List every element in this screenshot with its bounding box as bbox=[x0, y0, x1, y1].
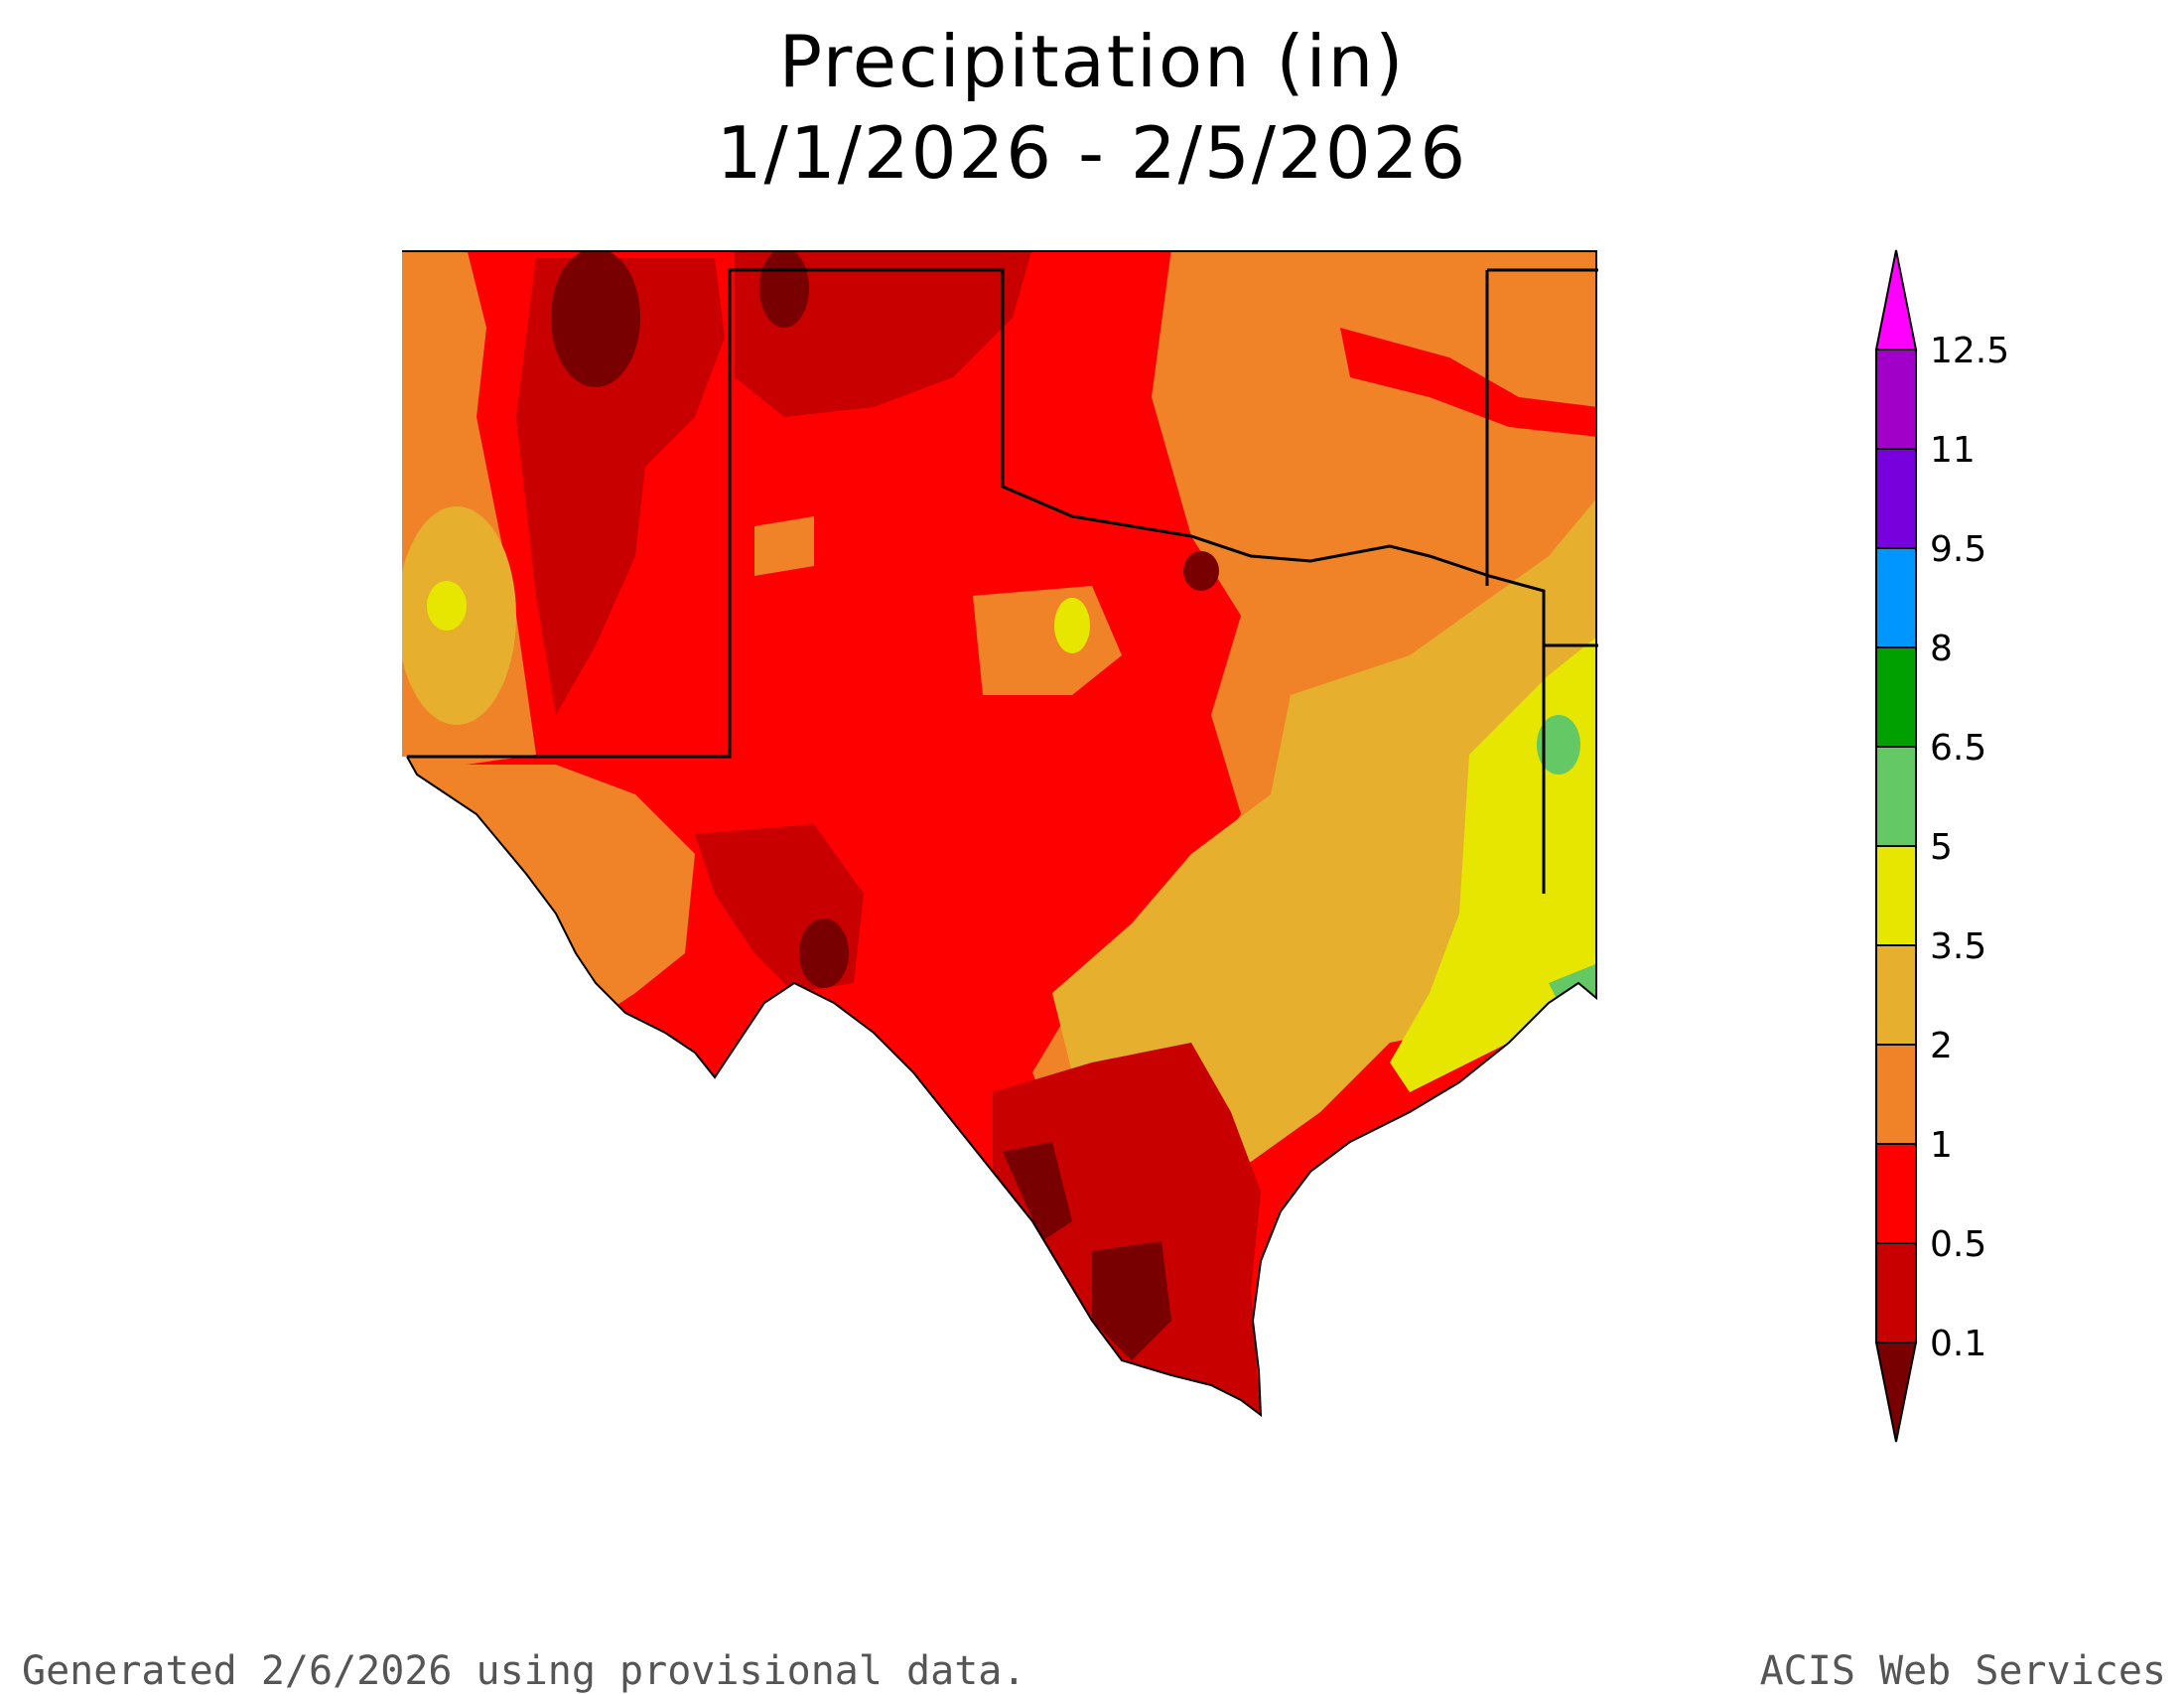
legend-swatch bbox=[1875, 1242, 1917, 1343]
legend-tick-label: 9.5 bbox=[1930, 529, 1986, 570]
legend-swatch bbox=[1875, 448, 1917, 549]
region-5-6-5in-sabine bbox=[1537, 715, 1580, 775]
legend-tick-label: 0.5 bbox=[1930, 1224, 1986, 1265]
source-credit: ACIS Web Services bbox=[1759, 1648, 2166, 1694]
legend-swatch bbox=[1875, 349, 1917, 450]
date-range-subtitle: 1/1/2026 - 2/5/2026 bbox=[716, 111, 1468, 195]
legend-swatch bbox=[1875, 547, 1917, 648]
legend-arrow-top bbox=[1874, 249, 1918, 351]
boundaries bbox=[402, 250, 1598, 1418]
generated-note: Generated 2/6/2026 using provisional dat… bbox=[22, 1648, 1026, 1694]
region-3-5-5in-west bbox=[427, 581, 467, 631]
region-lt-0-1in-bigbend bbox=[799, 918, 849, 988]
legend-tick-label: 2 bbox=[1930, 1026, 1953, 1066]
texas-coastline bbox=[402, 250, 1597, 1418]
legend-tick-label: 12.5 bbox=[1930, 331, 2009, 371]
legend-tick-label: 11 bbox=[1930, 430, 1976, 471]
legend-tick-label: 3.5 bbox=[1930, 926, 1986, 967]
legend-tick-label: 5 bbox=[1930, 827, 1953, 868]
legend-tick-label: 0.1 bbox=[1930, 1324, 1986, 1364]
legend-arrow-bottom bbox=[1874, 1341, 1918, 1443]
region-lt-0-1in-nm bbox=[551, 251, 640, 387]
region-1-2in-south-plains bbox=[754, 516, 814, 576]
legend-tick-label: 1 bbox=[1930, 1125, 1953, 1166]
state-borders bbox=[407, 268, 1546, 894]
region-0-5-1in-ne bbox=[1340, 328, 1596, 437]
legend-swatch bbox=[1875, 646, 1917, 748]
region-lt-0-1in-panhandle bbox=[759, 251, 809, 328]
region-0-1-0-5in-panhandle bbox=[735, 251, 1032, 417]
region-lt-0-1in-rio-grande bbox=[1003, 1142, 1072, 1241]
legend-tick-label: 6.5 bbox=[1930, 728, 1986, 769]
region-3-5-5in-central bbox=[1054, 598, 1090, 653]
legend-swatch bbox=[1875, 1143, 1917, 1244]
legend-swatch bbox=[1875, 746, 1917, 847]
legend-swatch bbox=[1875, 944, 1917, 1046]
legend-swatch bbox=[1875, 845, 1917, 946]
region-lt-0-1in-red-river bbox=[1183, 551, 1219, 591]
legend-tick-label: 8 bbox=[1930, 629, 1953, 669]
region-lt-0-1in-valley bbox=[1092, 1241, 1171, 1360]
legend-swatch bbox=[1875, 1044, 1917, 1145]
region-0-1-0-5in-south bbox=[993, 1043, 1261, 1415]
map-title: Precipitation (in) bbox=[778, 20, 1406, 103]
